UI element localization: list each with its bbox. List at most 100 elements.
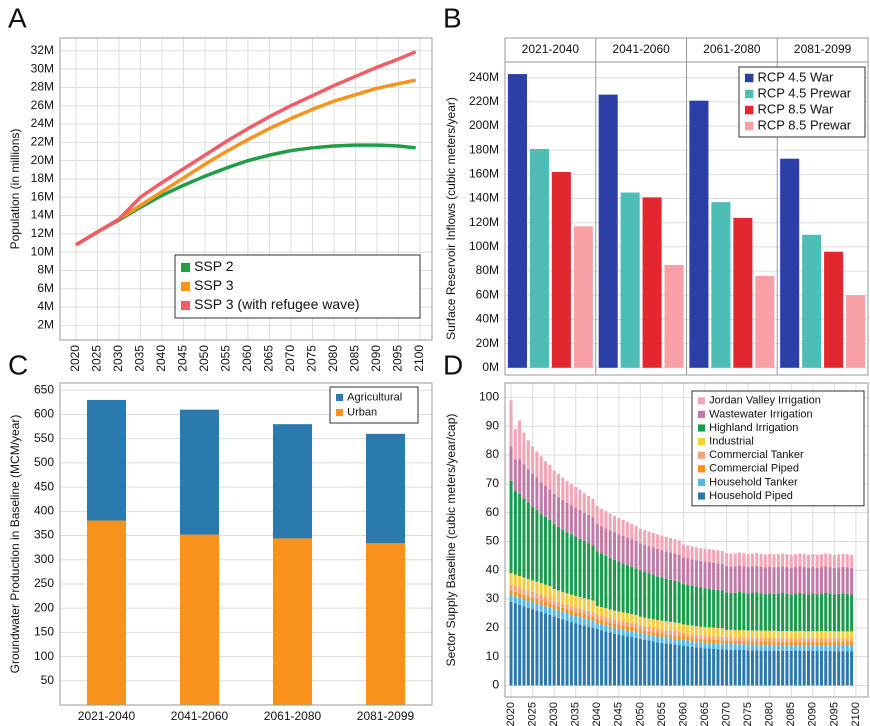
x-tick-label: 2090 — [807, 702, 819, 726]
bar-segment — [565, 620, 569, 686]
bar-segment — [651, 574, 655, 620]
bar-segment — [850, 651, 854, 686]
bar-segment — [837, 641, 841, 646]
bar-segment — [755, 637, 759, 642]
bar-segment — [677, 639, 681, 646]
bar-segment — [837, 631, 841, 639]
bar-segment — [716, 636, 720, 640]
bar-segment — [802, 641, 806, 646]
bar-segment — [656, 548, 660, 577]
bar-segment — [785, 554, 789, 568]
bar-segment — [612, 610, 617, 620]
bar-segment — [552, 493, 556, 525]
bar-segment — [656, 576, 660, 621]
bar-segment — [746, 593, 750, 631]
bar-segment — [556, 497, 560, 528]
bar-segment — [677, 540, 681, 555]
bar-segment — [707, 635, 711, 640]
y-tick-label: 26M — [31, 98, 54, 112]
bar-segment — [673, 638, 677, 645]
bar-segment — [750, 641, 754, 645]
bar-segment — [845, 554, 849, 568]
bar-segment — [690, 637, 694, 642]
bar-segment — [681, 584, 685, 625]
bar-segment — [716, 589, 720, 628]
bar-segment — [738, 637, 742, 641]
bar-segment — [806, 641, 811, 646]
bar-segment — [600, 553, 604, 608]
bar-segment — [535, 593, 539, 600]
bar-segment — [694, 647, 698, 686]
bar-segment — [819, 645, 823, 651]
bar-segment — [544, 601, 548, 607]
legend-swatch — [698, 438, 706, 446]
bar-segment — [811, 593, 815, 632]
bar-segment — [574, 611, 578, 617]
bar-segment — [587, 619, 591, 627]
x-tick-label: 2065 — [699, 702, 711, 726]
bar-segment — [776, 650, 780, 686]
bar-segment — [578, 612, 582, 618]
bar-segment — [587, 495, 591, 515]
bar-segment — [824, 553, 828, 567]
bar-segment — [686, 624, 690, 634]
bar-segment — [548, 603, 552, 608]
bar-segment — [604, 616, 608, 622]
bar-segment — [690, 546, 694, 560]
bar-segment — [819, 638, 823, 642]
bar-segment — [651, 547, 655, 575]
bar-segment — [824, 645, 828, 651]
bar-segment — [845, 638, 849, 642]
bar-segment — [802, 593, 806, 632]
bar-segment — [272, 538, 313, 705]
bar-segment — [772, 630, 776, 638]
bar-segment — [837, 651, 841, 686]
y-axis-label: Sector Supply Baseline (cubic meters/yea… — [444, 414, 458, 667]
bar-segment — [794, 631, 798, 639]
legend-label: RCP 4.5 Prewar — [757, 85, 851, 100]
bar-segment — [798, 566, 802, 594]
bar-segment — [582, 598, 586, 610]
bar-segment — [845, 631, 849, 639]
bar-segment — [552, 609, 556, 617]
bar-segment — [531, 580, 535, 592]
bar-segment — [785, 645, 789, 651]
bar-segment — [720, 640, 724, 644]
bar — [689, 100, 709, 368]
x-tick-label: 2065 — [262, 345, 276, 372]
legend-label: Agricultural — [347, 391, 402, 403]
bar-segment — [716, 563, 720, 590]
bar-segment — [746, 637, 750, 642]
bar-segment — [638, 638, 642, 686]
bar-segment — [789, 645, 793, 651]
bar-segment — [643, 633, 647, 640]
y-tick-label: 0M — [482, 360, 499, 374]
bar-segment — [789, 594, 793, 632]
legend-label: Household Tanker — [709, 476, 798, 488]
bar-segment — [828, 641, 832, 646]
bar-segment — [746, 630, 750, 638]
bar-segment — [772, 637, 776, 642]
bar-segment — [686, 584, 690, 625]
legend-swatch — [745, 121, 754, 131]
bar-segment — [600, 508, 604, 527]
bar-segment — [518, 604, 522, 686]
bar-segment — [690, 646, 694, 686]
y-tick-label: 650 — [34, 382, 54, 396]
y-tick-label: 32M — [31, 43, 54, 57]
bar-segment — [811, 650, 815, 686]
x-tick-label: 2050 — [634, 702, 646, 726]
bar-segment — [561, 500, 565, 530]
bar-segment — [772, 593, 776, 631]
bar-segment — [669, 579, 673, 622]
bar-segment — [565, 604, 569, 610]
bar-segment — [832, 554, 836, 568]
bar-segment — [548, 519, 552, 587]
bar — [802, 234, 822, 368]
bar-segment — [561, 607, 565, 613]
bar-segment — [707, 642, 711, 649]
bar-segment — [677, 645, 681, 686]
bar-segment — [621, 620, 625, 626]
legend-label: Household Piped — [709, 490, 793, 502]
bar-segment — [595, 551, 599, 606]
